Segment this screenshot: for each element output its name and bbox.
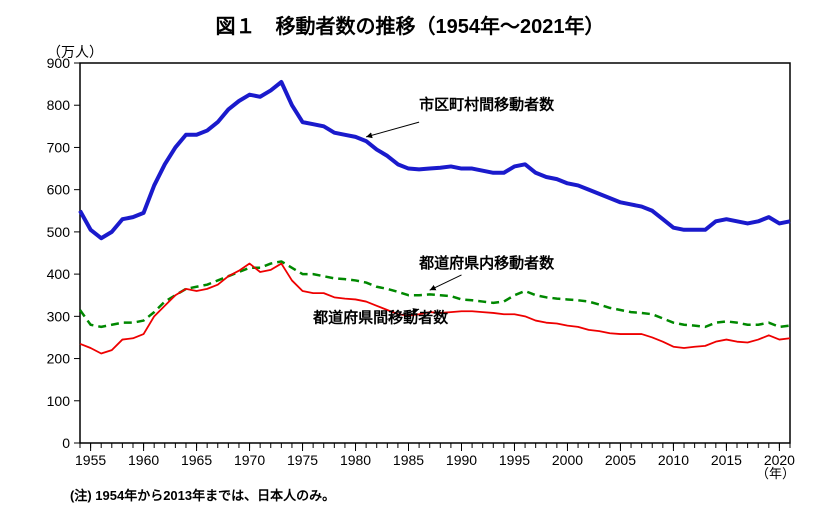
chart-container: 図１ 移動者数の推移（1954年～2021年） 0 100 200 300 400 500… xyxy=(10,10,810,504)
y-tick-label: 800 xyxy=(47,97,71,113)
y-tick-label: 700 xyxy=(47,139,71,155)
x-tick-label: 1975 xyxy=(287,452,318,468)
y-tick-label: 300 xyxy=(47,308,71,324)
x-tick-label: 1955 xyxy=(75,452,106,468)
y-tick-label: 500 xyxy=(47,224,71,240)
y-tick-label: 400 xyxy=(47,266,71,282)
chart-footnote: (注) 1954年から2013年までは、日本人のみ。 xyxy=(70,485,810,504)
x-axis-label: （年） xyxy=(756,466,795,481)
y-tick-label: 0 xyxy=(62,435,70,451)
series-label-inter_pref: 都道府県間移動者数 xyxy=(312,309,449,327)
x-tick-label: 1995 xyxy=(499,452,530,468)
x-tick-label: 1970 xyxy=(234,452,265,468)
plot-border xyxy=(80,63,790,443)
series-label-municipal: 市区町村間移動者数 xyxy=(419,95,555,113)
series-inter_pref xyxy=(80,264,790,354)
y-tick-label: 100 xyxy=(47,393,71,409)
x-tick-label: 1985 xyxy=(393,452,424,468)
series-label-intra_pref: 都道府県内移動者数 xyxy=(418,254,555,272)
chart-title: 図１ 移動者数の推移（1954年～2021年） xyxy=(10,10,810,39)
x-tick-label: 1965 xyxy=(181,452,212,468)
x-tick-label: 1980 xyxy=(340,452,371,468)
x-tick-label: 2015 xyxy=(711,452,742,468)
x-tick-label: 1960 xyxy=(128,452,159,468)
label-arrow xyxy=(366,122,419,137)
y-tick-label: 600 xyxy=(47,182,71,198)
x-tick-label: 1990 xyxy=(446,452,477,468)
x-tick-label: 2005 xyxy=(605,452,636,468)
x-tick-label: 2010 xyxy=(658,452,689,468)
x-tick-label: 2000 xyxy=(552,452,583,468)
y-unit-label: （万人） xyxy=(47,44,103,60)
label-arrow xyxy=(430,275,462,290)
y-tick-label: 200 xyxy=(47,351,71,367)
line-chart: 0100200300400500600700800900195519601965… xyxy=(10,43,810,483)
